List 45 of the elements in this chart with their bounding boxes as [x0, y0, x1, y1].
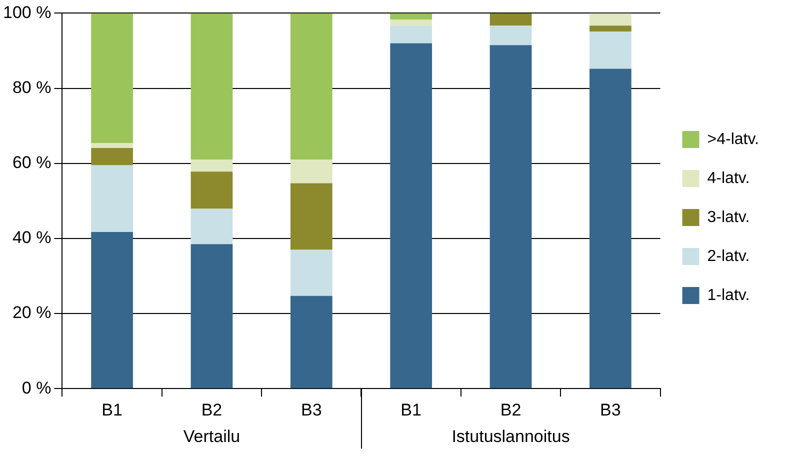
- bar: [190, 172, 233, 209]
- bar: [290, 250, 332, 296]
- bar: [390, 43, 432, 388]
- y-tick-label: 80 %: [12, 78, 52, 97]
- bar: [190, 13, 233, 160]
- bar: [190, 244, 233, 388]
- x-tick-label: B1: [400, 400, 422, 420]
- bar: [490, 26, 532, 46]
- y-tick-label: 100 %: [3, 2, 52, 22]
- text: Istutuslannoitus: [452, 426, 570, 446]
- x-tick-label: B1: [102, 400, 122, 420]
- legend-label: 2-latv.: [707, 248, 750, 265]
- bar: [91, 232, 133, 388]
- x-tick-label: B2: [201, 400, 222, 420]
- bar: [91, 165, 133, 232]
- bar: [290, 296, 332, 388]
- x-tick-label: B3: [600, 400, 621, 420]
- bar: [490, 13, 532, 26]
- legend-label: 4-latv.: [707, 170, 750, 187]
- bar: [490, 45, 532, 388]
- bar: [190, 208, 233, 244]
- bar: [590, 13, 632, 26]
- bar: [91, 148, 133, 166]
- bar: [590, 26, 632, 32]
- bar: [590, 68, 632, 388]
- bar: [290, 13, 332, 160]
- bar: [290, 160, 332, 184]
- x-tick-label: B3: [301, 400, 322, 420]
- legend-label: 1-latv.: [707, 286, 750, 304]
- bar: [91, 13, 133, 144]
- bar: [91, 143, 133, 148]
- bar: [590, 32, 632, 69]
- bar: [390, 20, 432, 26]
- bar: [190, 160, 233, 172]
- legend-label: >4-latv.: [707, 130, 760, 148]
- text: Vertailu: [183, 426, 240, 446]
- y-tick-label: 40 %: [12, 228, 52, 248]
- y-tick-label: 20 %: [12, 303, 52, 322]
- y-tick-label: 60 %: [12, 153, 52, 172]
- y-tick-label: 0 %: [22, 378, 52, 398]
- bar: [290, 183, 332, 250]
- legend-label: 3-latv.: [707, 208, 750, 226]
- bar: [390, 26, 432, 44]
- bar: [390, 13, 432, 20]
- x-tick-label: B2: [500, 400, 522, 420]
